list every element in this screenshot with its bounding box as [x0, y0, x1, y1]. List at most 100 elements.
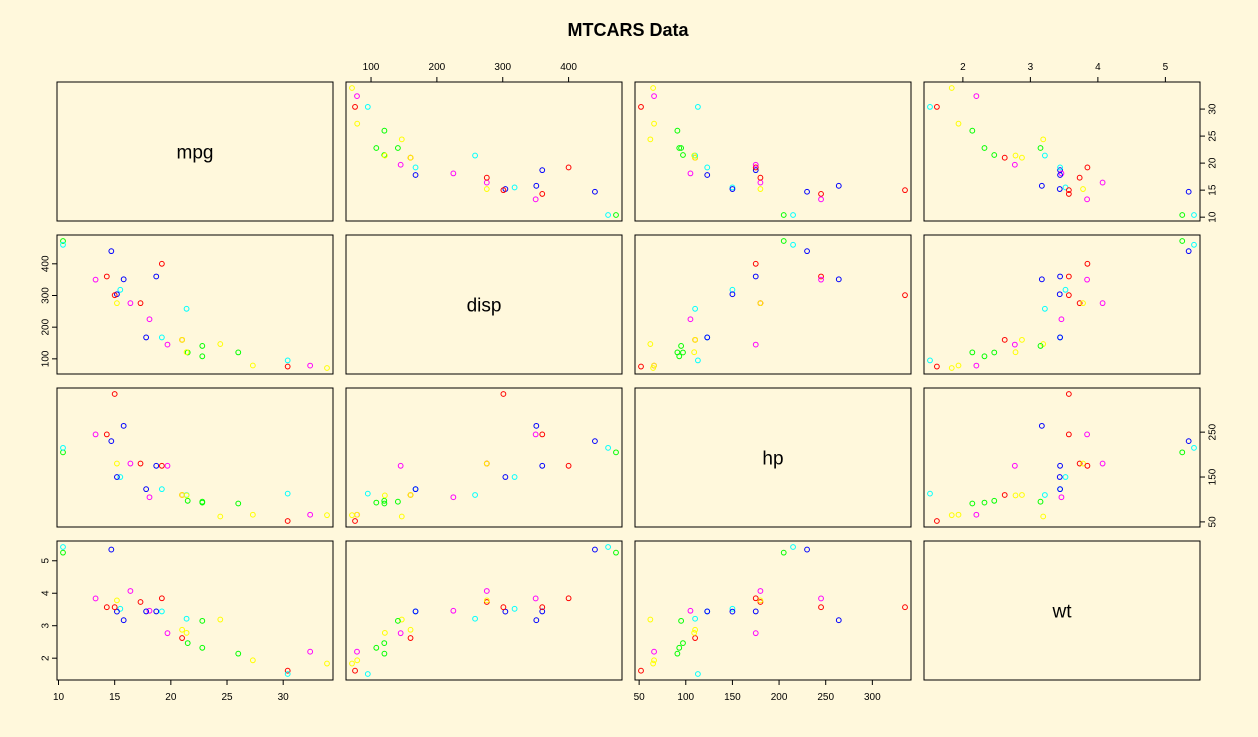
- data-point: [324, 660, 330, 667]
- data-point: [179, 336, 185, 343]
- data-point: [1076, 460, 1083, 467]
- data-point: [120, 422, 127, 429]
- data-point: [450, 607, 457, 614]
- data-point: [373, 499, 380, 506]
- data-point: [818, 273, 824, 280]
- data-point: [472, 492, 478, 498]
- data-point: [835, 276, 842, 283]
- data-point: [680, 152, 686, 158]
- data-point: [1099, 179, 1106, 186]
- panel-frame: [56, 540, 334, 681]
- data-point: [638, 363, 644, 370]
- data-point: [483, 599, 490, 605]
- data-point: [483, 186, 490, 192]
- data-point: [592, 546, 598, 553]
- data-point: [395, 617, 401, 624]
- data-point: [605, 444, 611, 451]
- data-point: [117, 605, 124, 612]
- data-point: [1041, 152, 1048, 159]
- data-point: [539, 167, 546, 174]
- data-point: [1056, 291, 1063, 298]
- data-point: [638, 104, 644, 110]
- data-point: [412, 608, 419, 615]
- data-point: [678, 145, 685, 151]
- data-point: [650, 365, 657, 371]
- data-point: [143, 486, 150, 493]
- data-point: [352, 518, 358, 524]
- data-point: [158, 462, 165, 469]
- data-point: [114, 460, 120, 467]
- data-point: [818, 276, 824, 283]
- data-point: [179, 635, 185, 641]
- data-point: [687, 170, 694, 177]
- data-point: [678, 617, 685, 624]
- data-point: [199, 644, 206, 651]
- panel-disp-vs-mpg: [56, 234, 334, 375]
- tick-label: 150: [1208, 468, 1219, 485]
- data-point: [412, 486, 419, 493]
- data-point: [692, 305, 699, 312]
- data-point: [605, 544, 611, 550]
- data-point: [973, 511, 980, 518]
- panel-frame: [923, 387, 1201, 528]
- data-point: [235, 650, 242, 657]
- data-point: [1065, 431, 1072, 438]
- data-point: [1019, 492, 1025, 498]
- data-point: [354, 511, 361, 518]
- data-point: [199, 353, 206, 360]
- data-point: [114, 474, 120, 480]
- data-point: [381, 640, 388, 646]
- data-point: [691, 152, 698, 159]
- left-axis-wt: 2 3 4 5: [41, 558, 58, 661]
- data-point: [111, 292, 118, 299]
- data-point: [674, 650, 681, 657]
- panel-mpg-vs-hp: [634, 81, 912, 222]
- data-point: [981, 353, 988, 360]
- data-point: [127, 588, 134, 594]
- data-point: [146, 494, 153, 501]
- data-point: [757, 179, 764, 186]
- variable-label-wt: wt: [1052, 602, 1073, 623]
- data-point: [217, 513, 224, 520]
- data-point: [1099, 300, 1106, 307]
- data-point: [969, 349, 976, 356]
- panel-frame: [923, 81, 1201, 222]
- data-point: [1191, 444, 1197, 451]
- data-point: [532, 196, 539, 203]
- data-point: [539, 431, 546, 438]
- tick-label: 20: [165, 692, 177, 703]
- data-point: [1057, 334, 1063, 341]
- data-point: [613, 549, 619, 556]
- data-point: [1038, 422, 1045, 429]
- data-point: [1038, 182, 1045, 189]
- data-point: [592, 188, 598, 195]
- tick-label: 25: [221, 692, 233, 703]
- data-point: [92, 431, 99, 438]
- data-point: [973, 362, 980, 369]
- tick-label: 10: [1208, 211, 1219, 223]
- panel-frame: [345, 540, 623, 681]
- tick-label: 2: [960, 62, 966, 73]
- data-point: [235, 500, 242, 507]
- data-point: [927, 104, 933, 110]
- panel-frame: [345, 234, 623, 375]
- data-point: [164, 462, 171, 469]
- data-point: [158, 595, 165, 602]
- panel-mpg-vs-mpg: mpg: [56, 81, 334, 222]
- data-point: [199, 498, 206, 505]
- data-point: [539, 191, 546, 197]
- tick-label: 100: [363, 62, 380, 73]
- data-point: [605, 212, 611, 218]
- data-point: [1057, 273, 1063, 280]
- data-point: [752, 164, 759, 171]
- panel-hp-vs-hp: hp: [634, 387, 912, 528]
- data-point: [324, 365, 330, 371]
- data-point: [780, 549, 787, 556]
- data-point: [804, 248, 810, 255]
- data-point: [412, 164, 419, 171]
- data-point: [373, 644, 380, 651]
- data-point: [284, 518, 291, 524]
- data-point: [532, 595, 539, 602]
- data-point: [955, 120, 962, 127]
- data-point: [818, 604, 824, 611]
